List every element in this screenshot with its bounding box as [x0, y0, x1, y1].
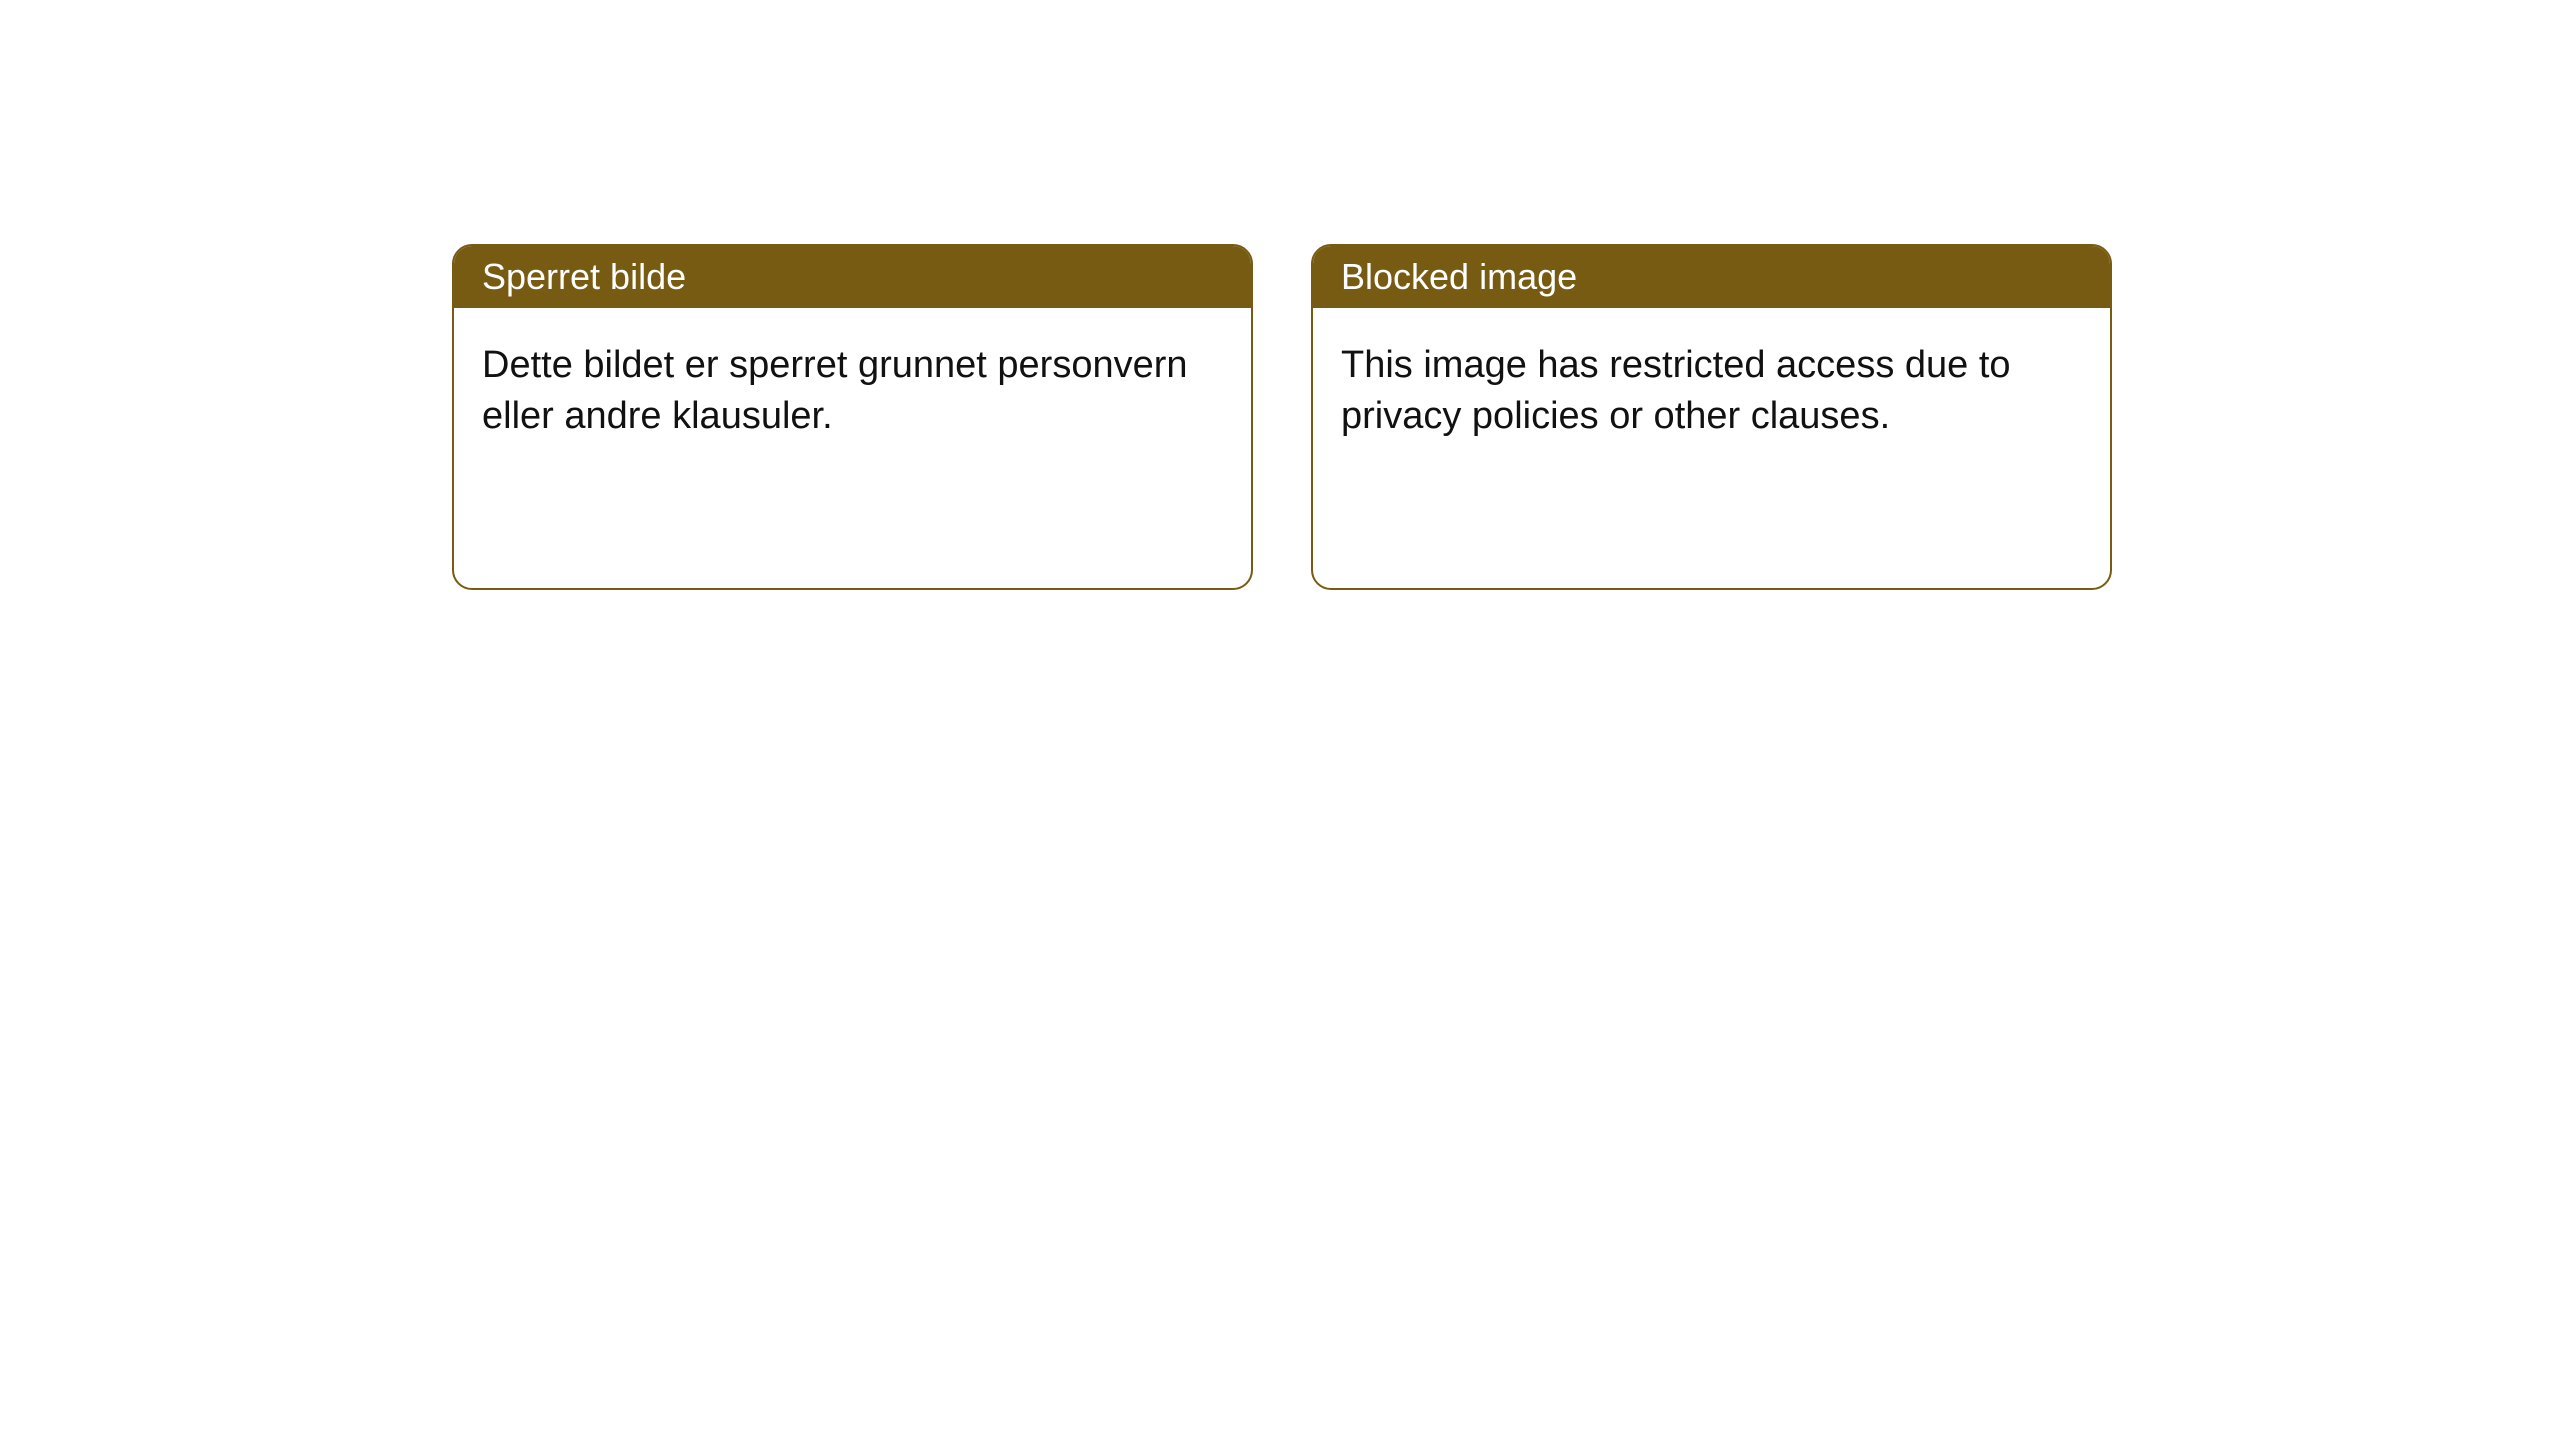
- card-header-text-no: Sperret bilde: [482, 256, 686, 297]
- blocked-image-card-en: Blocked image This image has restricted …: [1311, 244, 2112, 590]
- card-header-text-en: Blocked image: [1341, 256, 1577, 297]
- card-body-text-no: Dette bildet er sperret grunnet personve…: [482, 344, 1188, 437]
- card-body-en: This image has restricted access due to …: [1313, 308, 2110, 588]
- blocked-image-cards: Sperret bilde Dette bildet er sperret gr…: [452, 244, 2112, 590]
- card-header-en: Blocked image: [1313, 246, 2110, 308]
- card-header-no: Sperret bilde: [454, 246, 1251, 308]
- card-body-text-en: This image has restricted access due to …: [1341, 344, 2011, 437]
- blocked-image-card-no: Sperret bilde Dette bildet er sperret gr…: [452, 244, 1253, 590]
- card-body-no: Dette bildet er sperret grunnet personve…: [454, 308, 1251, 588]
